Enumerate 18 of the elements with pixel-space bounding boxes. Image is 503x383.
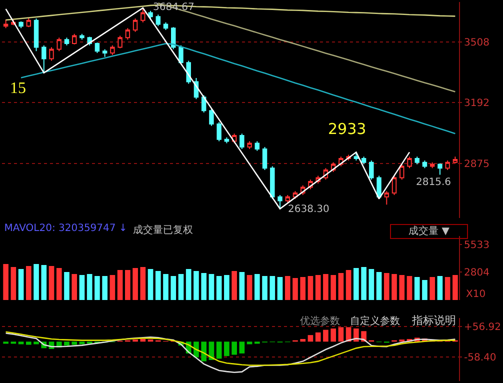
y-tick-label: 5533 — [464, 240, 490, 252]
annotation: 2815.6 — [416, 177, 451, 188]
y-tick-label: 2804 — [464, 267, 490, 278]
annotation: 15 — [10, 80, 26, 97]
annotation: 成交量 ▼ — [390, 224, 468, 239]
text: X10 — [466, 289, 486, 300]
chart-title: MAVOL20: 320359747 ↓ — [4, 223, 128, 234]
y-tick-label: 2875 — [464, 158, 490, 170]
y-tick-label: 3192 — [464, 98, 490, 110]
chart-subtitle: 成交量已复权 — [133, 225, 193, 236]
y-tick-label: 3508 — [464, 37, 490, 48]
annotation: 指标说明 — [412, 314, 456, 328]
annotation: 自定义参数 — [350, 316, 400, 327]
annotation: 优选参数 — [300, 316, 340, 327]
annotation: 2933 — [328, 120, 366, 138]
y-tick-label: -58.40 — [464, 352, 496, 364]
annotation: 2638.30 — [288, 204, 330, 215]
y-tick-label: +56.92 — [464, 322, 502, 334]
